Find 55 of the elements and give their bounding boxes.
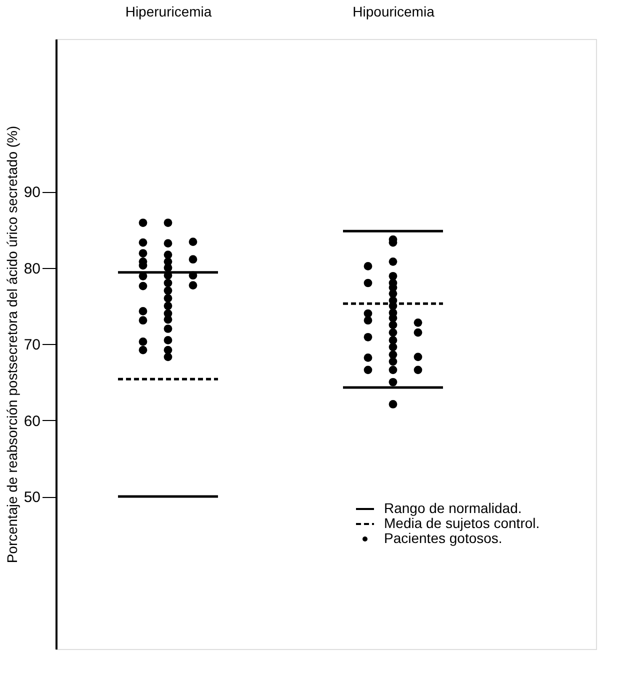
point [388, 378, 398, 386]
point [164, 324, 172, 333]
point [138, 249, 148, 258]
point [364, 316, 372, 325]
point [414, 328, 422, 337]
y-tick-label: 70 [24, 336, 40, 354]
point [388, 400, 398, 408]
legend-label: Pacientes gotosos. [384, 530, 502, 546]
point [388, 320, 398, 330]
point [388, 366, 398, 374]
point [164, 294, 172, 302]
point [164, 302, 172, 310]
point [164, 239, 172, 248]
point [138, 316, 148, 325]
point [138, 307, 148, 316]
point [388, 357, 398, 366]
point [414, 366, 422, 374]
point [364, 309, 372, 318]
point [138, 282, 148, 290]
legend-label: Media de sujetos control. [384, 515, 540, 531]
point [188, 271, 198, 280]
point [164, 336, 172, 344]
point [388, 328, 398, 337]
point [164, 264, 172, 272]
y-tick-label: 80 [24, 260, 40, 278]
point [364, 278, 372, 288]
point [364, 366, 372, 374]
point [188, 255, 198, 264]
y-tick-label: 50 [24, 489, 40, 506]
point [138, 218, 148, 227]
point [364, 354, 372, 362]
point [388, 342, 398, 352]
point [388, 336, 398, 344]
point [164, 278, 172, 288]
point [388, 290, 398, 298]
point [138, 338, 148, 346]
point [188, 281, 198, 290]
point [388, 257, 398, 266]
x-tick-label: Hiperuricemia [125, 4, 212, 20]
point [164, 352, 172, 362]
y-tick-label: 60 [24, 412, 40, 430]
point [414, 352, 422, 362]
point [164, 286, 172, 295]
x-tick-label: Hipouricemia [352, 4, 435, 20]
point [364, 332, 372, 342]
point [188, 238, 198, 246]
point [164, 218, 172, 227]
legend-label: Rango de normalidad. [384, 500, 522, 516]
point [138, 346, 148, 354]
point [414, 318, 422, 327]
point [388, 350, 398, 359]
point [138, 238, 148, 247]
y-tick-label: 90 [24, 184, 40, 201]
point [364, 262, 372, 270]
y-axis-title: Porcentaje de reabsorción postsecretora del ácido úrico secretado (%) [4, 126, 20, 564]
